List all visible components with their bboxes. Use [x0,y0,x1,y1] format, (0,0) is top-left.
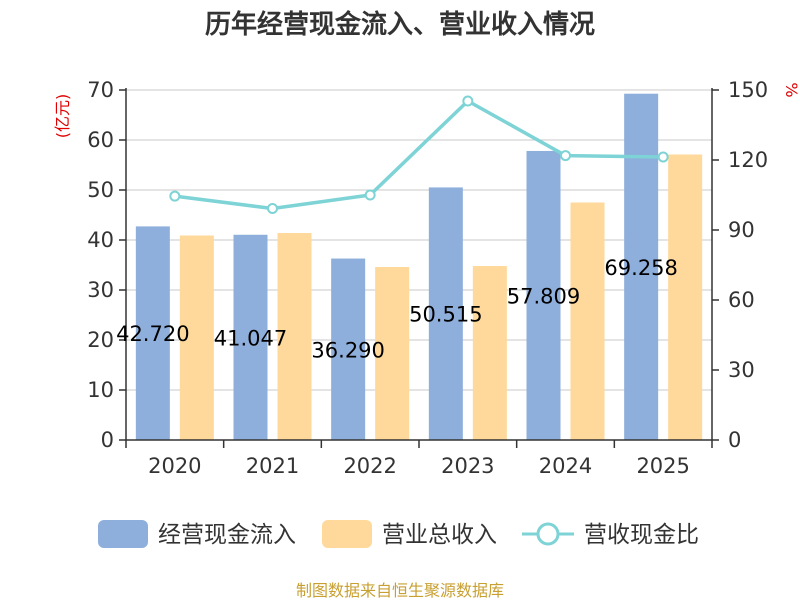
data-label: 41.047 [214,326,287,350]
x-tick-label: 2024 [539,454,592,478]
x-tick-label: 2020 [148,454,201,478]
x-tick-label: 2022 [343,454,396,478]
legend-label: 经营现金流入 [158,522,296,548]
left-tick-label: 40 [87,228,114,252]
line-point [267,203,278,215]
bars [135,93,703,441]
bar [668,154,703,440]
line-point [462,95,474,107]
bar [135,226,170,440]
line-point [169,190,181,202]
grid [126,89,712,441]
legend-marker [536,522,560,546]
series-line [174,99,664,211]
right-tick-label: 120 [728,148,768,172]
bar [624,93,659,441]
bar [428,187,463,440]
x-tick-label: 2025 [636,454,689,478]
axes: 0 10 20 30 40 50 60 70 0 30 60 90 120 150 (亿元)% 2020 202… [53,78,800,478]
line-point [364,189,376,201]
left-tick-label: 20 [87,328,114,352]
right-tick-label: 90 [728,218,755,242]
data-labels: 42.720 41.047 36.290 50.515 57.809 69.258 [116,256,678,362]
legend-swatch [322,520,372,548]
legend-swatch [98,520,148,548]
right-tick-label: 150 [728,78,768,102]
data-label: 50.515 [409,303,482,327]
right-tick-label: 0 [728,428,741,452]
left-tick-label: 60 [87,128,114,152]
legend-label: 营业总收入 [382,522,497,548]
bar [526,150,561,440]
ratio-line [169,95,669,215]
x-tick-label: 2023 [441,454,494,478]
right-axis-unit: % [782,82,800,97]
right-tick-label: 60 [728,288,755,312]
data-label: 42.720 [116,322,189,346]
bar [375,267,410,440]
right-tick-label: 30 [728,358,755,382]
data-label: 69.258 [604,256,677,280]
bar [179,235,214,440]
legend-label: 营收现金比 [584,522,699,548]
left-tick-label: 0 [101,428,114,452]
source-note: 制图数据来自恒生聚源数据库 [296,581,504,600]
left-tick-label: 50 [87,178,114,202]
left-tick-label: 10 [87,378,114,402]
data-label: 57.809 [507,284,580,308]
bar [331,258,366,440]
bar [472,266,507,440]
left-tick-label: 30 [87,278,114,302]
chart-title: 历年经营现金流入、营业收入情况 [205,9,595,40]
left-axis-unit: (亿元) [53,94,72,139]
line-point [657,151,669,163]
x-tick-label: 2021 [246,454,299,478]
left-tick-label: 70 [87,78,114,102]
bar [277,233,312,440]
bar [233,234,268,440]
bar [570,202,605,440]
legend: 经营现金流入 营业总收入 营收现金比 [98,520,699,548]
data-label: 36.290 [311,338,384,362]
line-point [560,150,571,162]
